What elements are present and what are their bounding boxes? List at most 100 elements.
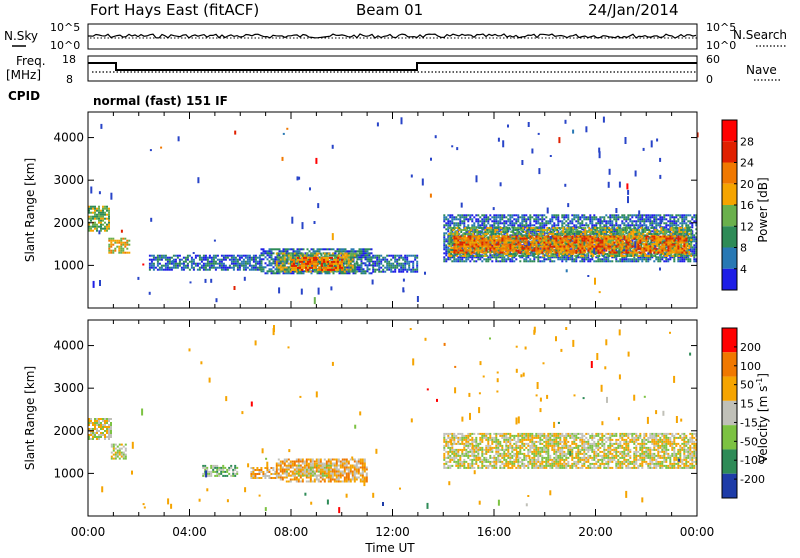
power-cell-8 <box>514 229 516 231</box>
power-cell-6 <box>400 257 402 259</box>
power-cell-7 <box>593 216 595 218</box>
power-cell-8 <box>584 229 586 231</box>
power-cell-3 <box>345 250 347 252</box>
power-cell-8 <box>488 231 490 233</box>
power-cell-8 <box>486 227 488 229</box>
power-cell-7 <box>579 216 581 218</box>
power-cell-7 <box>657 224 659 226</box>
power-cell-6 <box>408 263 410 265</box>
power-cell-7 <box>631 260 633 262</box>
power-cell-3 <box>367 268 369 270</box>
power-cell-0 <box>94 214 96 216</box>
power-cell-0 <box>100 210 102 212</box>
power-cell-7 <box>669 258 671 260</box>
power-cell-7 <box>665 260 667 262</box>
power-cell-2 <box>177 263 179 265</box>
power-cell-8 <box>592 255 594 257</box>
power-cell-7 <box>503 214 505 216</box>
power-cell-8 <box>466 233 468 235</box>
power-cell-2 <box>181 259 183 261</box>
power-cell-2 <box>159 263 161 265</box>
power-cell-8 <box>548 233 550 235</box>
power-cell-7 <box>557 224 559 226</box>
power-cell-4 <box>300 253 302 255</box>
power-cell-7 <box>647 220 649 222</box>
power-cell-6 <box>378 265 380 267</box>
power-cell-2 <box>191 267 193 269</box>
power-cell-1 <box>108 244 110 246</box>
power-cell-7 <box>503 222 505 224</box>
power-cell-3 <box>369 272 371 274</box>
power-cell-6 <box>384 261 386 263</box>
power-cell-3 <box>269 254 271 256</box>
power-cell-2 <box>191 257 193 259</box>
power-cell-7 <box>659 216 661 218</box>
power-cell-7 <box>537 218 539 220</box>
power-cell-2 <box>173 255 175 257</box>
power-cell-7 <box>543 226 545 228</box>
power-cell-8 <box>468 227 470 229</box>
power-cell-8 <box>474 231 476 233</box>
power-cell-8 <box>626 227 628 229</box>
power-cell-2 <box>175 267 177 269</box>
power-cell-3 <box>265 252 267 254</box>
power-cell-4 <box>294 253 296 255</box>
power-cell-4 <box>276 253 278 255</box>
power-cell-0 <box>90 220 92 222</box>
power-cell-0 <box>96 226 98 228</box>
power-cell-3 <box>361 248 363 250</box>
power-cell-6 <box>384 267 386 269</box>
power-cell-5 <box>301 259 303 261</box>
power-cell-2 <box>203 269 205 271</box>
power-cell-7 <box>535 216 537 218</box>
power-cell-7 <box>525 258 527 260</box>
power-cell-2 <box>201 265 203 267</box>
power-cell-7 <box>671 216 673 218</box>
freq-trace <box>88 63 697 70</box>
power-cell-7 <box>617 216 619 218</box>
power-cell-7 <box>507 224 509 226</box>
power-cell-7 <box>631 258 633 260</box>
power-cell-7 <box>463 224 465 226</box>
power-cell-7 <box>639 258 641 260</box>
power-cell-2 <box>199 255 201 257</box>
power-cell-8 <box>516 233 518 235</box>
power-cell-6 <box>404 261 406 263</box>
power-cell-2 <box>239 259 241 261</box>
power-cell-2 <box>205 267 207 269</box>
power-cell-8 <box>568 227 570 229</box>
power-cell-3 <box>371 252 373 254</box>
power-cell-2 <box>225 257 227 259</box>
power-cell-8 <box>526 227 528 229</box>
power-cell-7 <box>485 218 487 220</box>
power-cell-7 <box>483 216 485 218</box>
power-cell-8 <box>618 255 620 257</box>
power-cell-2 <box>163 257 165 259</box>
power-cell-7 <box>553 222 555 224</box>
power-cell-8 <box>520 229 522 231</box>
power-cell-5 <box>315 263 317 265</box>
power-cell-0 <box>92 230 94 232</box>
power-cell-1 <box>112 240 114 242</box>
power-cell-6 <box>378 271 380 273</box>
power-cell-7 <box>501 214 503 216</box>
power-cell-0 <box>92 208 94 210</box>
power-cell-8 <box>622 227 624 229</box>
power-cell-3 <box>363 268 365 270</box>
power-cell-8 <box>490 233 492 235</box>
power-cell-6 <box>372 267 374 269</box>
power-cell-5 <box>307 269 309 271</box>
power-cell-3 <box>369 268 371 270</box>
power-cell-2 <box>219 265 221 267</box>
power-cell-8 <box>472 231 474 233</box>
power-cell-7 <box>447 224 449 226</box>
power-cell-7 <box>465 260 467 262</box>
power-cell-2 <box>163 255 165 257</box>
power-cell-7 <box>443 216 445 218</box>
power-cell-7 <box>511 258 513 260</box>
power-cell-2 <box>209 265 211 267</box>
power-cell-2 <box>167 263 169 265</box>
power-cell-2 <box>161 269 163 271</box>
power-cell-7 <box>475 220 477 222</box>
power-cell-8 <box>462 233 464 235</box>
